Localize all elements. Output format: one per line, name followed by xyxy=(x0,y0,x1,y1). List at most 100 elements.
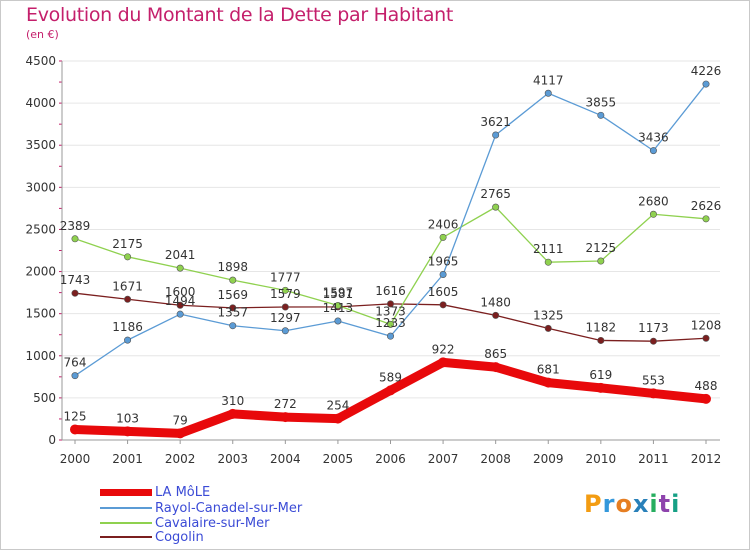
data-label: 2765 xyxy=(480,187,511,201)
data-point xyxy=(386,320,394,328)
data-point xyxy=(595,382,606,393)
data-point xyxy=(492,131,500,139)
data-label: 619 xyxy=(589,368,612,382)
x-tick-label: 2008 xyxy=(480,452,511,466)
data-label: 1898 xyxy=(217,260,248,274)
x-tick-label: 2010 xyxy=(586,452,617,466)
data-point xyxy=(597,336,605,344)
data-label: 1581 xyxy=(323,287,354,301)
x-tick-label: 2006 xyxy=(375,452,406,466)
legend-item: Rayol-Canadel-sur-Mer xyxy=(100,500,303,516)
data-point xyxy=(386,332,394,340)
data-label: 2626 xyxy=(691,199,722,213)
data-label: 553 xyxy=(642,373,665,387)
data-label: 3436 xyxy=(638,131,669,145)
grid-lines xyxy=(62,60,720,441)
data-label: 1373 xyxy=(375,304,406,318)
y-tick-label: 3000 xyxy=(25,180,56,194)
data-point xyxy=(385,385,396,396)
logo-letter: r xyxy=(602,490,616,518)
data-label: 2389 xyxy=(60,219,91,233)
x-tick-label: 2007 xyxy=(428,452,459,466)
data-label: 254 xyxy=(326,399,349,413)
legend-swatch xyxy=(100,507,152,509)
data-label: 1494 xyxy=(165,294,196,308)
data-label: 3855 xyxy=(586,95,617,109)
x-tick-label: 2005 xyxy=(323,452,354,466)
y-tick-label: 500 xyxy=(33,391,56,405)
x-tick-label: 2004 xyxy=(270,452,301,466)
data-label: 1965 xyxy=(428,255,459,269)
data-label: 1597 xyxy=(323,285,354,299)
data-label: 1297 xyxy=(270,311,301,325)
data-point xyxy=(124,336,132,344)
data-label: 2125 xyxy=(586,241,617,255)
data-point xyxy=(332,413,343,424)
data-point xyxy=(281,327,289,335)
y-axis: 0 500 1000 1500 2000 2500 3000 3500 4000 4500 xyxy=(25,54,63,447)
data-point xyxy=(124,295,132,303)
data-point xyxy=(490,362,501,373)
y-tick-label: 4000 xyxy=(25,96,56,110)
legend-label: Cavalaire-sur-Mer xyxy=(155,515,270,531)
data-point xyxy=(543,377,554,388)
logo-letter: x xyxy=(632,490,650,518)
data-point xyxy=(597,111,605,119)
data-labels: 1743 1671 1600 1569 1579 1581 1616 1605 1480 1325… xyxy=(60,64,722,427)
data-label: 1186 xyxy=(112,320,143,334)
data-label: 1480 xyxy=(480,295,511,309)
data-label: 2041 xyxy=(165,248,196,262)
data-point xyxy=(71,235,79,243)
data-label: 922 xyxy=(432,342,455,356)
data-label: 4226 xyxy=(691,64,722,78)
data-label: 1600 xyxy=(165,285,196,299)
data-point xyxy=(544,258,552,266)
chart-subtitle: (en €) xyxy=(26,28,59,41)
legend-label: Rayol-Canadel-sur-Mer xyxy=(155,500,303,516)
legend-swatch xyxy=(100,488,152,496)
data-point xyxy=(176,310,184,318)
data-label: 2175 xyxy=(112,237,143,251)
data-point xyxy=(597,257,605,265)
x-tick-label: 2011 xyxy=(638,452,669,466)
data-point xyxy=(124,253,132,261)
y-tick-label: 3500 xyxy=(25,138,56,152)
data-point xyxy=(386,300,394,308)
data-label: 1579 xyxy=(270,287,301,301)
x-tick-label: 2012 xyxy=(691,452,722,466)
data-point xyxy=(71,289,79,297)
x-tick-label: 2002 xyxy=(165,452,196,466)
data-label: 2680 xyxy=(638,194,669,208)
data-label: 2406 xyxy=(428,217,459,231)
data-point xyxy=(71,372,79,380)
data-point xyxy=(492,203,500,211)
data-label: 103 xyxy=(116,411,139,425)
data-label: 310 xyxy=(221,394,244,408)
data-point xyxy=(229,276,237,284)
data-point xyxy=(176,301,184,309)
chart-title: Evolution du Montant de la Dette par Hab… xyxy=(26,4,454,26)
data-label: 1233 xyxy=(375,316,406,330)
data-point xyxy=(122,426,133,437)
legend-item: Cavalaire-sur-Mer xyxy=(100,515,270,531)
legend-label: Cogolin xyxy=(155,529,204,545)
x-axis: 2000 2001 2002 2003 2004 2005 2006 2007 2008 2009… xyxy=(60,439,722,466)
data-point xyxy=(439,271,447,279)
data-point xyxy=(701,393,711,404)
x-tick-label: 2001 xyxy=(112,452,143,466)
data-point xyxy=(438,357,449,368)
data-label: 1569 xyxy=(217,288,248,302)
data-point xyxy=(334,301,342,309)
data-label: 681 xyxy=(537,363,560,377)
x-tick-label: 2003 xyxy=(217,452,248,466)
data-point xyxy=(281,286,289,294)
data-label: 1616 xyxy=(375,284,406,298)
data-point xyxy=(227,408,238,419)
data-point xyxy=(229,304,237,312)
data-label: 125 xyxy=(64,409,87,423)
data-label: 3621 xyxy=(480,115,511,129)
data-point xyxy=(649,337,657,345)
legend-item: LA MôLE xyxy=(100,485,210,500)
